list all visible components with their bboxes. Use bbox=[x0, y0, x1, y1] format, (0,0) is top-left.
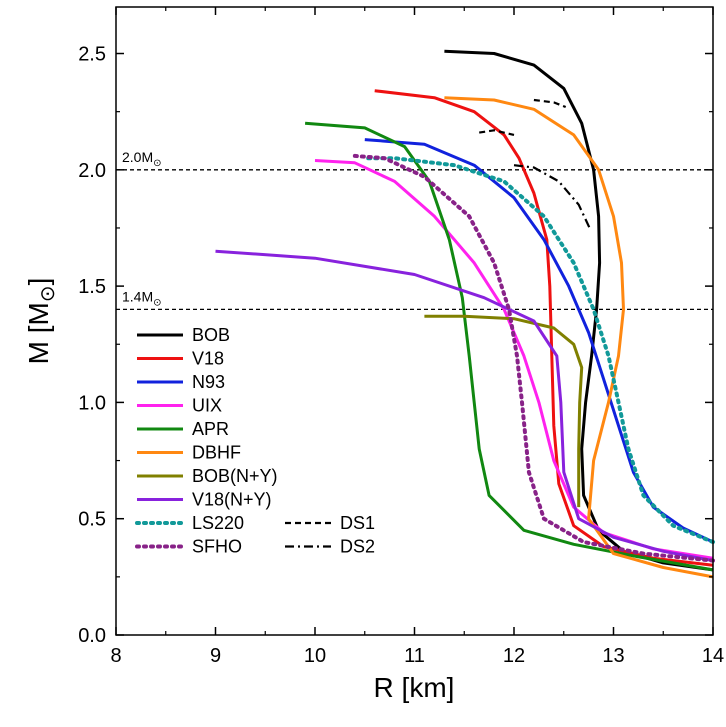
y-tick-label: 2.0 bbox=[78, 160, 106, 182]
x-tick-label: 8 bbox=[110, 645, 121, 667]
y-axis-title: M [M⊙] bbox=[23, 278, 59, 365]
x-tick-label: 12 bbox=[503, 645, 525, 667]
x-tick-label: 11 bbox=[404, 645, 425, 667]
legend-label-bob-n-y-: BOB(N+Y) bbox=[192, 466, 278, 486]
legend-label-n93: N93 bbox=[192, 372, 225, 392]
legend-label-apr: APR bbox=[192, 419, 229, 439]
legend-label-ls220: LS220 bbox=[192, 513, 244, 533]
series-line-bob bbox=[444, 49, 714, 572]
legend-label-uix: UIX bbox=[192, 396, 222, 416]
y-tick-label: 0.0 bbox=[78, 625, 106, 647]
y-tick-label: 1.0 bbox=[78, 392, 106, 414]
legend-label-bob: BOB bbox=[192, 325, 230, 345]
x-tick-label: 10 bbox=[304, 645, 326, 667]
series-line-v18-n-y- bbox=[215, 249, 714, 563]
axis-tick-labels: 8 9 10 11 12 13 14 0.0 0.5 1.0 1.5 2.0 2.5 bbox=[78, 44, 724, 667]
series-line-bob-n-y- bbox=[424, 314, 584, 508]
series-line-v18 bbox=[374, 89, 714, 567]
series-lines bbox=[215, 49, 715, 579]
axis-ticks bbox=[115, 7, 714, 636]
series-line-apr bbox=[304, 121, 714, 572]
x-tick-label: 9 bbox=[210, 645, 221, 667]
series-line-ds1 bbox=[479, 129, 515, 136]
series-line-dbhf bbox=[444, 96, 714, 579]
series-line-ls220 bbox=[362, 156, 715, 544]
legend-label-v18: V18 bbox=[192, 349, 224, 369]
x-tick-label: 14 bbox=[702, 645, 724, 667]
reference-lines: 2.0M⊙ 1.4M⊙ bbox=[116, 149, 713, 311]
x-axis-title: R [km] bbox=[374, 672, 455, 703]
legend-label-ds1: DS1 bbox=[340, 513, 375, 533]
legend-label-dbhf: DBHF bbox=[192, 443, 241, 463]
series-line-sfho bbox=[352, 153, 715, 563]
legend: BOB V18 N93 UIX APR DBHF BOB(N+Y) V18(N+Y) LS220… bbox=[135, 325, 375, 557]
series-line-ds1 bbox=[533, 98, 567, 109]
y-axis-title-main: M [M bbox=[23, 302, 54, 364]
y-tick-label: 1.5 bbox=[78, 276, 106, 298]
y-axis-title-symbol: ⊙ bbox=[37, 285, 59, 302]
reference-line-label: 2.0M⊙ bbox=[122, 149, 162, 169]
y-axis-title-group: M [M⊙] bbox=[23, 278, 59, 365]
y-axis-title-close: ] bbox=[23, 278, 54, 286]
legend-label-sfho: SFHO bbox=[192, 537, 242, 557]
series-line-ds2 bbox=[513, 164, 591, 229]
legend-label-ds2: DS2 bbox=[340, 537, 375, 557]
reference-line-label: 1.4M⊙ bbox=[122, 288, 162, 308]
y-tick-label: 2.5 bbox=[78, 44, 106, 66]
y-tick-label: 0.5 bbox=[78, 509, 106, 531]
x-tick-label: 13 bbox=[602, 645, 624, 667]
legend-label-v18-n-y-: V18(N+Y) bbox=[192, 490, 272, 510]
